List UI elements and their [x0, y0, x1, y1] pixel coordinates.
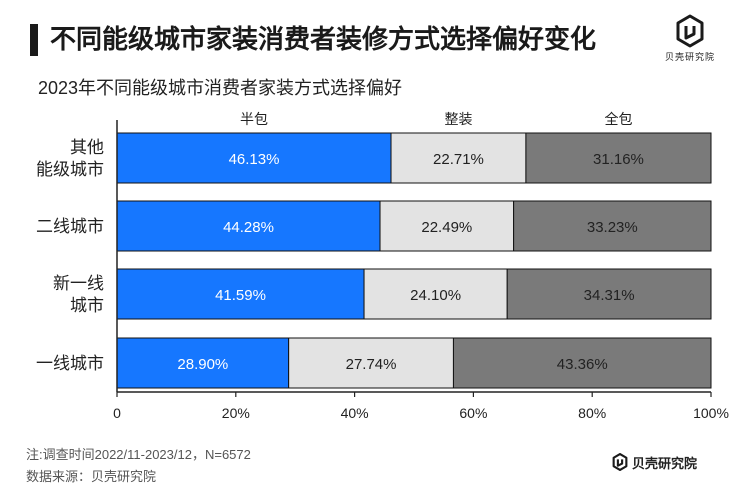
category-label: 二线城市: [36, 217, 104, 236]
data-label: 22.49%: [421, 219, 472, 236]
legend-label-2: 整装: [444, 111, 472, 127]
bar-segment-3-row-2: [513, 200, 712, 252]
x-tick-label: 100%: [693, 405, 729, 421]
title-accent-bar: [30, 24, 38, 56]
beike-small-logo-icon: [612, 453, 628, 471]
page-title: 不同能级城市家装消费者装修方式选择偏好变化: [50, 24, 597, 54]
x-tick-label: 0: [113, 405, 121, 421]
logo-text: 贝壳研究院: [664, 52, 715, 62]
chart-subtitle: 2023年不同能级城市消费者家装方式选择偏好: [38, 78, 403, 98]
bar-segment-2-row-4: [288, 337, 454, 389]
data-label: 31.16%: [593, 151, 644, 168]
bar-segment-3-row-3: [506, 268, 712, 320]
bar-segment-3-row-1: [525, 132, 712, 184]
category-label: 一线城市: [36, 354, 104, 373]
data-label: 43.36%: [557, 356, 608, 373]
data-label: 44.28%: [223, 219, 274, 236]
category-label: 新一线: [53, 274, 104, 293]
bottom-brand-text: 贝壳研究院: [632, 455, 698, 471]
legend-label-1: 半包: [240, 111, 268, 127]
x-tick-label: 40%: [341, 405, 369, 421]
data-label: 46.13%: [229, 151, 280, 168]
data-label: 34.31%: [584, 287, 635, 304]
category-label: 能级城市: [36, 160, 104, 179]
bar-segment-2-row-3: [363, 268, 508, 320]
data-label: 27.74%: [346, 356, 397, 373]
brand-logo: 贝壳研究院: [660, 14, 720, 70]
bar-segment-2-row-1: [390, 132, 527, 184]
category-label: 其他: [70, 138, 104, 157]
bar-segment-1-row-1: [116, 132, 392, 184]
x-tick-label: 20%: [222, 405, 250, 421]
bar-segment-2-row-2: [379, 200, 515, 252]
data-label: 33.23%: [587, 219, 638, 236]
bar-segment-1-row-4: [116, 337, 290, 389]
beike-logo-icon: [676, 14, 704, 48]
data-label: 24.10%: [410, 287, 461, 304]
bottom-brand: 贝壳研究院: [612, 453, 697, 471]
survey-note: 注:调查时间2022/11-2023/12，N=6572: [26, 447, 251, 462]
bar-segment-3-row-4: [452, 337, 712, 389]
bar-segment-1-row-2: [116, 200, 381, 252]
category-label: 城市: [70, 296, 104, 315]
data-label: 41.59%: [215, 287, 266, 304]
x-tick-label: 80%: [578, 405, 606, 421]
data-label: 28.90%: [177, 356, 228, 373]
data-label: 22.71%: [433, 151, 484, 168]
legend-label-3: 全包: [604, 111, 632, 127]
x-tick-label: 60%: [459, 405, 487, 421]
data-source: 数据来源：贝壳研究院: [26, 469, 157, 484]
